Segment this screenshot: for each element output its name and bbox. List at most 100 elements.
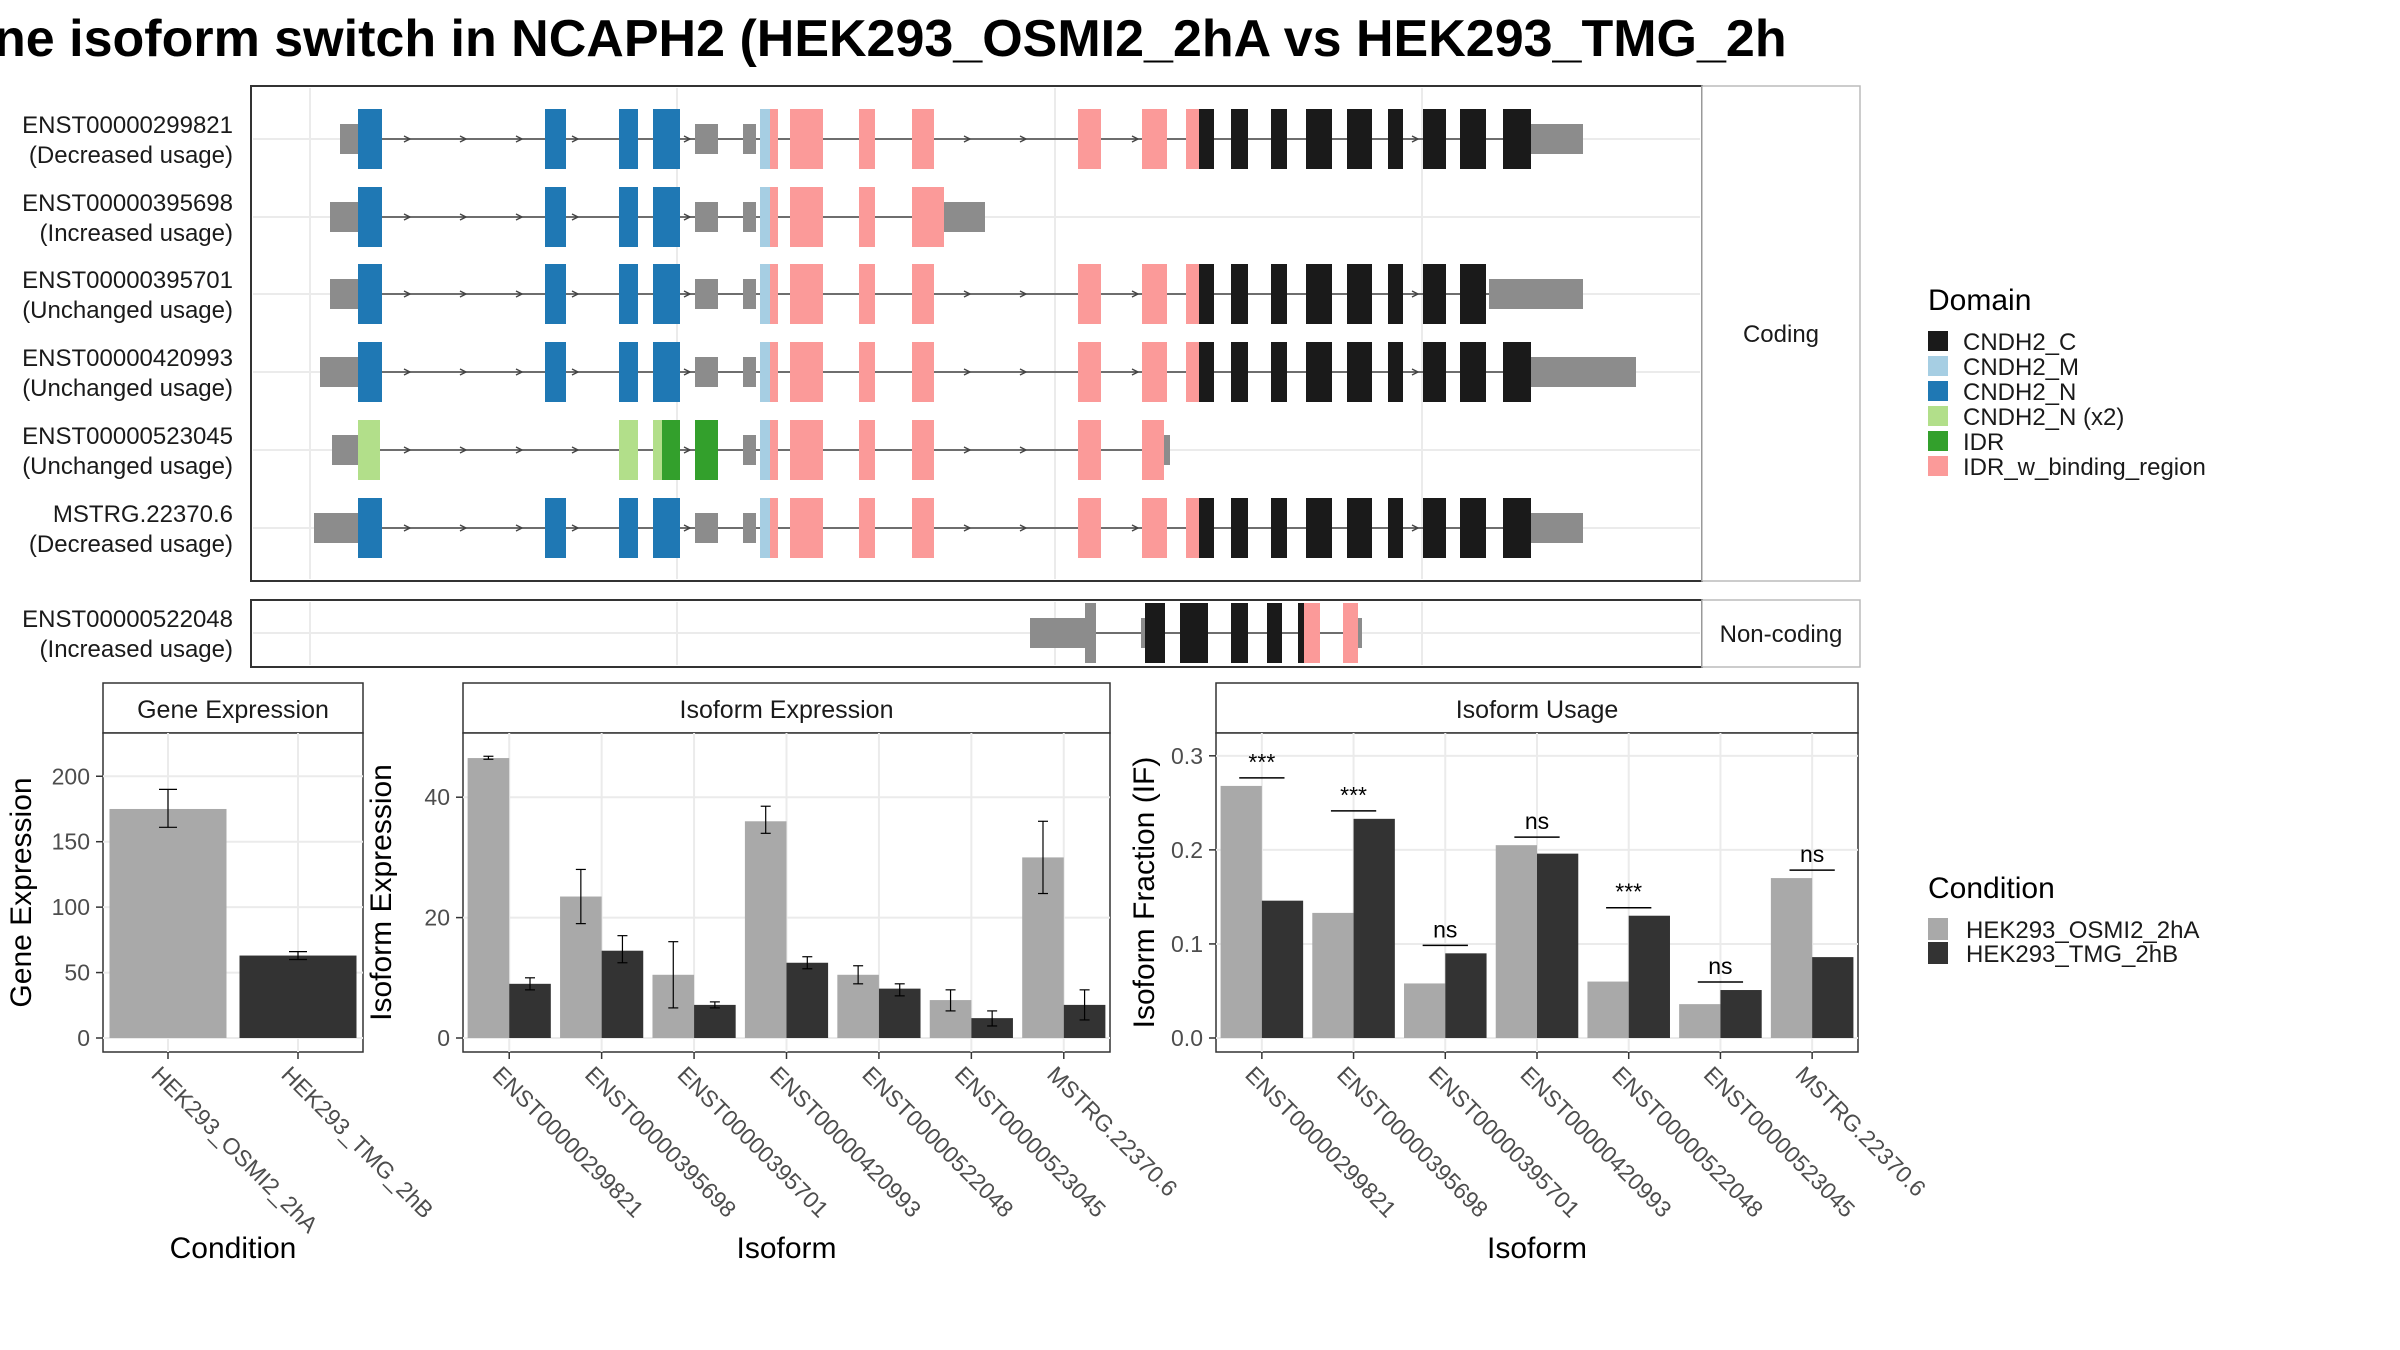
strand-arrow xyxy=(571,446,580,454)
exon-domain xyxy=(790,187,823,247)
exon-domain xyxy=(1503,109,1531,169)
strand-arrow xyxy=(1019,524,1028,532)
transcript-row: ENST00000299821 (Decreased usage) xyxy=(22,109,1700,169)
exon-domain xyxy=(859,342,875,402)
exon-domain xyxy=(1298,603,1304,663)
exon-utr xyxy=(1531,357,1636,387)
bar-MSTRG.22370.6-1 xyxy=(1770,878,1813,1038)
strand-arrow xyxy=(403,135,412,143)
exon-domain xyxy=(912,420,934,480)
exon-domain xyxy=(1503,498,1531,558)
domain-legend: Domain CNDH2_C CNDH2_M CNDH2_N CNDH2_N (… xyxy=(1928,284,2206,481)
exon-domain xyxy=(770,342,778,402)
strand-arrow xyxy=(571,135,580,143)
transcript-id-label: ENST00000420993 xyxy=(22,345,233,372)
y-tick-label: 0.0 xyxy=(1171,1025,1203,1051)
exon-domain xyxy=(1078,342,1101,402)
legend-swatch-cndh2-c xyxy=(1928,331,1948,351)
exon-utr xyxy=(944,202,985,232)
exon-utr xyxy=(743,513,756,543)
bar-ENST00000299821-1 xyxy=(1220,785,1262,1038)
legend-swatch-cond1 xyxy=(1928,918,1948,940)
transcript-row: ENST00000523045 (Unchanged usage) xyxy=(22,420,1700,480)
exon-domain xyxy=(358,109,382,169)
x-tick-label: ENST00000522048 xyxy=(857,1061,1018,1222)
strand-arrow xyxy=(963,368,972,376)
x-tick-label: ENST00000522048 xyxy=(1607,1061,1768,1222)
panel-strip xyxy=(1215,682,1859,734)
chart-panel-3: Isoform Usage 0.0 0.1 0.2 0.3 *** ENST00000299… xyxy=(1128,682,1931,1265)
exon-utr xyxy=(743,124,756,154)
exon-domain xyxy=(545,109,566,169)
exon-domain xyxy=(1271,264,1287,324)
exon-domain xyxy=(790,264,823,324)
transcript-structure-panel: Coding Non-coding ENST00000299821 (Decrea… xyxy=(22,85,1861,668)
panel-strip xyxy=(102,682,364,734)
exon-domain xyxy=(1388,264,1403,324)
exon-domain xyxy=(1388,109,1403,169)
exon-domain xyxy=(760,420,770,480)
exon-utr xyxy=(743,202,756,232)
exon-domain xyxy=(1186,342,1199,402)
panel-strip xyxy=(462,682,1111,734)
exon-domain xyxy=(859,420,875,480)
exon-domain xyxy=(653,264,680,324)
transcript-usage-label: (Decreased usage) xyxy=(29,142,233,169)
strand-arrow xyxy=(963,135,972,143)
exon-domain xyxy=(790,109,823,169)
transcript-id-label: ENST00000395698 xyxy=(22,190,233,217)
strand-arrow xyxy=(459,290,468,298)
y-tick-label: 20 xyxy=(424,905,450,931)
exon-domain xyxy=(770,264,778,324)
exon-domain xyxy=(662,420,680,480)
x-tick-label: ENST00000420993 xyxy=(765,1061,926,1222)
strand-arrow xyxy=(403,446,412,454)
y-tick-label: 0 xyxy=(77,1025,90,1051)
strand-arrow xyxy=(683,524,692,532)
exon-domain xyxy=(1142,109,1167,169)
transcript-usage-label: (Unchanged usage) xyxy=(22,375,233,402)
exon-utr xyxy=(1489,279,1583,309)
exon-domain xyxy=(1142,420,1164,480)
exon-utr xyxy=(1531,124,1583,154)
exon-utr xyxy=(340,124,358,154)
bar-ENST00000522048-1 xyxy=(837,974,879,1038)
exon-domain xyxy=(653,342,680,402)
strand-arrow xyxy=(1131,368,1140,376)
exon-domain xyxy=(545,342,566,402)
x-tick-label: ENST00000420993 xyxy=(1515,1061,1676,1222)
exon-domain xyxy=(770,109,778,169)
exon-domain xyxy=(1078,264,1101,324)
legend-swatch-cond2 xyxy=(1928,942,1948,964)
x-tick-label: ENST00000523045 xyxy=(1699,1061,1860,1222)
y-tick-label: 0.3 xyxy=(1171,743,1203,769)
x-axis-title: Isoform xyxy=(1487,1232,1587,1265)
exon-domain xyxy=(912,264,934,324)
exon-domain xyxy=(358,342,382,402)
exon-domain xyxy=(358,187,382,247)
y-tick-label: 40 xyxy=(424,784,450,810)
exon-domain xyxy=(653,420,662,480)
exon-domain xyxy=(1231,109,1248,169)
exon-domain xyxy=(859,187,875,247)
significance-label: ns xyxy=(1525,808,1549,834)
exon-domain xyxy=(760,342,770,402)
exon-domain xyxy=(770,187,778,247)
significance-label: *** xyxy=(1340,782,1367,808)
exon-domain xyxy=(1347,498,1372,558)
strand-arrow xyxy=(515,213,524,221)
exon-domain xyxy=(790,342,823,402)
strand-arrow xyxy=(683,135,692,143)
strand-arrow xyxy=(683,368,692,376)
noncoding-transcript-row: ENST00000522048 (Increased usage) xyxy=(22,603,1700,663)
condition-legend: Condition HEK293_OSMI2_2hA HEK293_TMG_2h… xyxy=(1928,872,2199,968)
exon-domain xyxy=(653,187,680,247)
exon-domain xyxy=(358,498,382,558)
exon-domain xyxy=(1180,603,1208,663)
exon-domain xyxy=(1271,109,1287,169)
y-tick-label: 0.1 xyxy=(1171,931,1203,957)
exon-utr xyxy=(332,435,358,465)
y-axis-title: Gene Expression xyxy=(5,777,38,1007)
y-tick-label: 200 xyxy=(52,763,90,789)
exon-domain xyxy=(653,498,680,558)
